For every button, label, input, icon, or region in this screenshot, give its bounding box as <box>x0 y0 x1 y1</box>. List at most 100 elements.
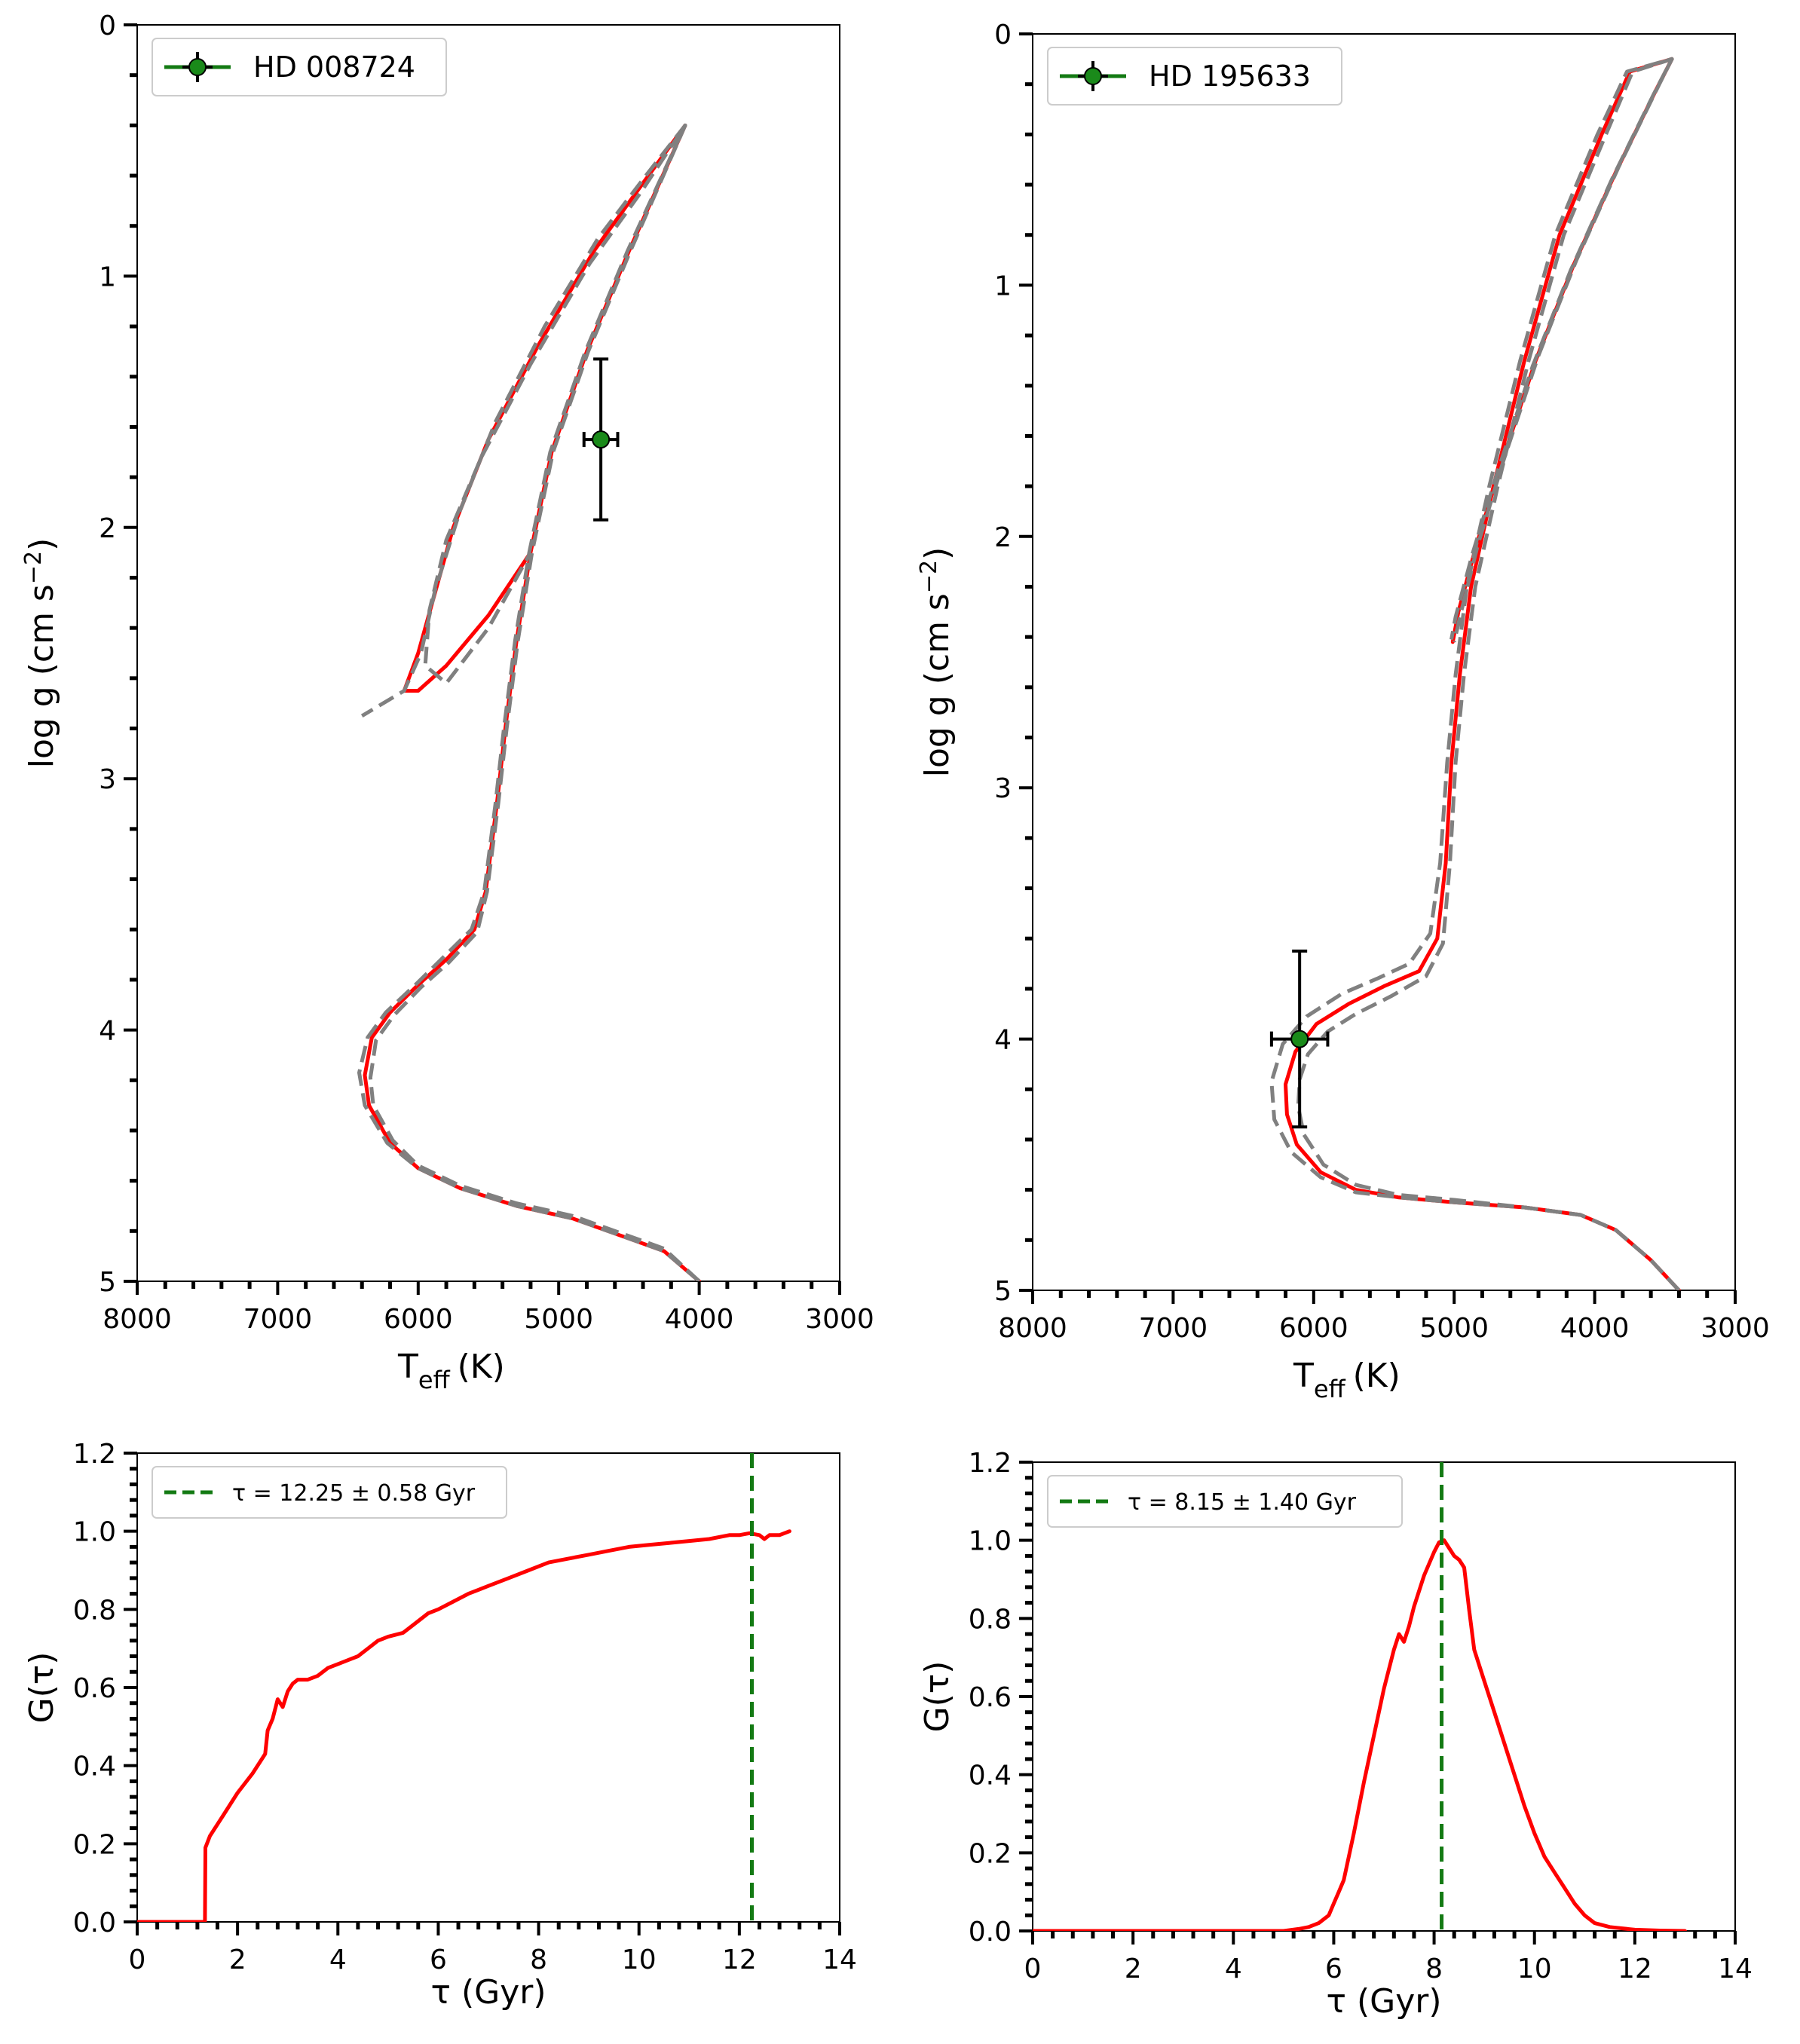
y-axis-label-sup: −2 <box>20 551 47 584</box>
y-tick-label: 0 <box>994 20 1012 50</box>
legend-box <box>1047 1475 1403 1528</box>
x-tick-label: 6000 <box>384 1304 453 1335</box>
legend-label: τ = 12.25 ± 0.58 Gyr <box>232 1480 476 1507</box>
plot-area <box>1033 1462 1687 1931</box>
series-line-solid <box>1284 57 1681 1290</box>
x-axis-label-sub: eff <box>1314 1375 1346 1403</box>
panel-age_left: 0 2 4 6 8 10 12 14 0.0 0.2 0.4 0.6 0.8 1.0 1.2 τ (Gyr) G… <box>23 1439 857 2012</box>
y-tick-label: 0.6 <box>73 1673 116 1704</box>
y-tick-label: 0 <box>99 11 116 41</box>
y-tick-label: 0.4 <box>969 1761 1012 1792</box>
plot-frame <box>136 1452 840 1923</box>
x-axis-label-sub: eff <box>418 1366 451 1394</box>
y-axis-label-main: G(τ) <box>918 1661 957 1733</box>
x-tick-label: 8 <box>1425 1954 1443 1984</box>
series-line-dashed <box>1296 57 1681 1290</box>
y-axis-label-main: G(τ) <box>23 1652 61 1724</box>
x-tick-label: 5000 <box>524 1304 593 1335</box>
y-tick-label: 0.0 <box>969 1917 1012 1948</box>
x-tick-label: 10 <box>1517 1954 1552 1984</box>
y-axis-label: G(τ) <box>23 1652 61 1724</box>
x-tick-label: 8000 <box>998 1313 1067 1344</box>
series-line-dashed <box>357 123 701 1281</box>
y-tick-label: 1.0 <box>969 1526 1012 1557</box>
x-tick-label: 4 <box>329 1945 347 1975</box>
y-axis-label-sup: −2 <box>916 560 942 593</box>
series-line-dashed <box>368 123 701 1281</box>
x-tick-label: 12 <box>1618 1954 1652 1984</box>
x-tick-label: 6 <box>1325 1954 1342 1984</box>
plot-frame <box>1032 33 1736 1291</box>
panel-hr_left: 8000 7000 6000 5000 4000 3000 0 1 2 3 4 5 Teff (K) log… <box>20 11 874 1394</box>
y-tick-label: 4 <box>99 1016 116 1047</box>
y-tick-label: 1.2 <box>73 1439 116 1470</box>
legend-label: HD 195633 <box>1149 60 1311 93</box>
x-tick-label: 2 <box>1125 1954 1142 1984</box>
legend-box <box>1047 47 1342 106</box>
series-line-dashed <box>1269 57 1681 1290</box>
y-tick-label: 1.0 <box>73 1517 116 1548</box>
y-tick-label: 2 <box>99 513 116 544</box>
y-tick-label: 3 <box>99 764 116 795</box>
x-tick-label: 6 <box>430 1945 447 1975</box>
star-marker <box>592 430 611 449</box>
y-tick-label: 1 <box>99 262 116 292</box>
legend-label: HD 008724 <box>253 50 415 84</box>
y-axis-label: log g (cm s−2) <box>916 547 957 778</box>
x-tick-label: 4000 <box>1560 1313 1630 1344</box>
y-axis-label: G(τ) <box>918 1661 957 1733</box>
x-tick-label: 2 <box>229 1945 246 1975</box>
panel-hr_right: 8000 7000 6000 5000 4000 3000 0 1 2 3 4 5 Teff (K) log… <box>916 20 1770 1403</box>
y-tick-label: 4 <box>994 1025 1012 1056</box>
y-axis-label: log g (cm s−2) <box>20 538 61 769</box>
x-tick-label: 14 <box>1718 1954 1753 1984</box>
x-tick-label: 8 <box>530 1945 547 1975</box>
x-tick-label: 8000 <box>103 1304 172 1335</box>
x-tick-label: 3000 <box>1701 1313 1770 1344</box>
y-tick-label: 0.2 <box>969 1838 1012 1869</box>
y-tick-label: 0.0 <box>73 1908 116 1938</box>
plot-area <box>1269 57 1681 1290</box>
x-tick-label: 5000 <box>1419 1313 1489 1344</box>
legend-box <box>152 1466 507 1519</box>
y-tick-label: 5 <box>99 1267 116 1298</box>
y-tick-label: 3 <box>994 773 1012 804</box>
x-tick-label: 3000 <box>805 1304 874 1335</box>
y-axis-label-main: log g (cm s <box>918 593 957 777</box>
series-line-solid <box>363 123 702 1281</box>
x-axis-label-main: T <box>1293 1357 1314 1395</box>
x-axis-label: Teff (K) <box>397 1348 505 1394</box>
plot-area <box>357 123 702 1281</box>
y-tick-label: 0.4 <box>73 1752 116 1782</box>
x-tick-label: 12 <box>722 1945 757 1975</box>
series-line-solid <box>1033 1538 1687 1931</box>
star-marker <box>1290 1030 1309 1048</box>
y-axis-label-end: ) <box>918 547 957 560</box>
series-line-solid <box>137 1529 791 1922</box>
y-tick-label: 5 <box>994 1276 1012 1307</box>
y-tick-label: 1 <box>994 271 1012 301</box>
x-tick-label: 14 <box>822 1945 857 1975</box>
x-tick-label: 6000 <box>1279 1313 1348 1344</box>
x-axis-label: τ (Gyr) <box>430 1973 546 2012</box>
x-axis-label-main: T <box>397 1348 418 1386</box>
x-tick-label: 0 <box>129 1945 146 1975</box>
x-axis-label: Teff (K) <box>1293 1357 1401 1403</box>
legend-label: τ = 8.15 ± 1.40 Gyr <box>1128 1489 1357 1516</box>
x-axis-label: τ (Gyr) <box>1326 1982 1441 2021</box>
x-tick-label: 4000 <box>665 1304 734 1335</box>
x-tick-label: 7000 <box>243 1304 313 1335</box>
y-tick-label: 0.8 <box>969 1604 1012 1635</box>
y-tick-label: 0.6 <box>969 1682 1012 1713</box>
x-tick-label: 0 <box>1024 1954 1042 1984</box>
x-axis-label-unit: (K) <box>1353 1357 1401 1395</box>
legend-box <box>152 38 447 96</box>
y-tick-label: 0.2 <box>73 1829 116 1860</box>
y-axis-label-end: ) <box>23 538 61 551</box>
y-tick-label: 1.2 <box>969 1448 1012 1479</box>
legend-marker <box>188 58 207 76</box>
plot-frame <box>136 24 840 1282</box>
legend-marker <box>1084 67 1102 85</box>
x-tick-label: 4 <box>1225 1954 1242 1984</box>
